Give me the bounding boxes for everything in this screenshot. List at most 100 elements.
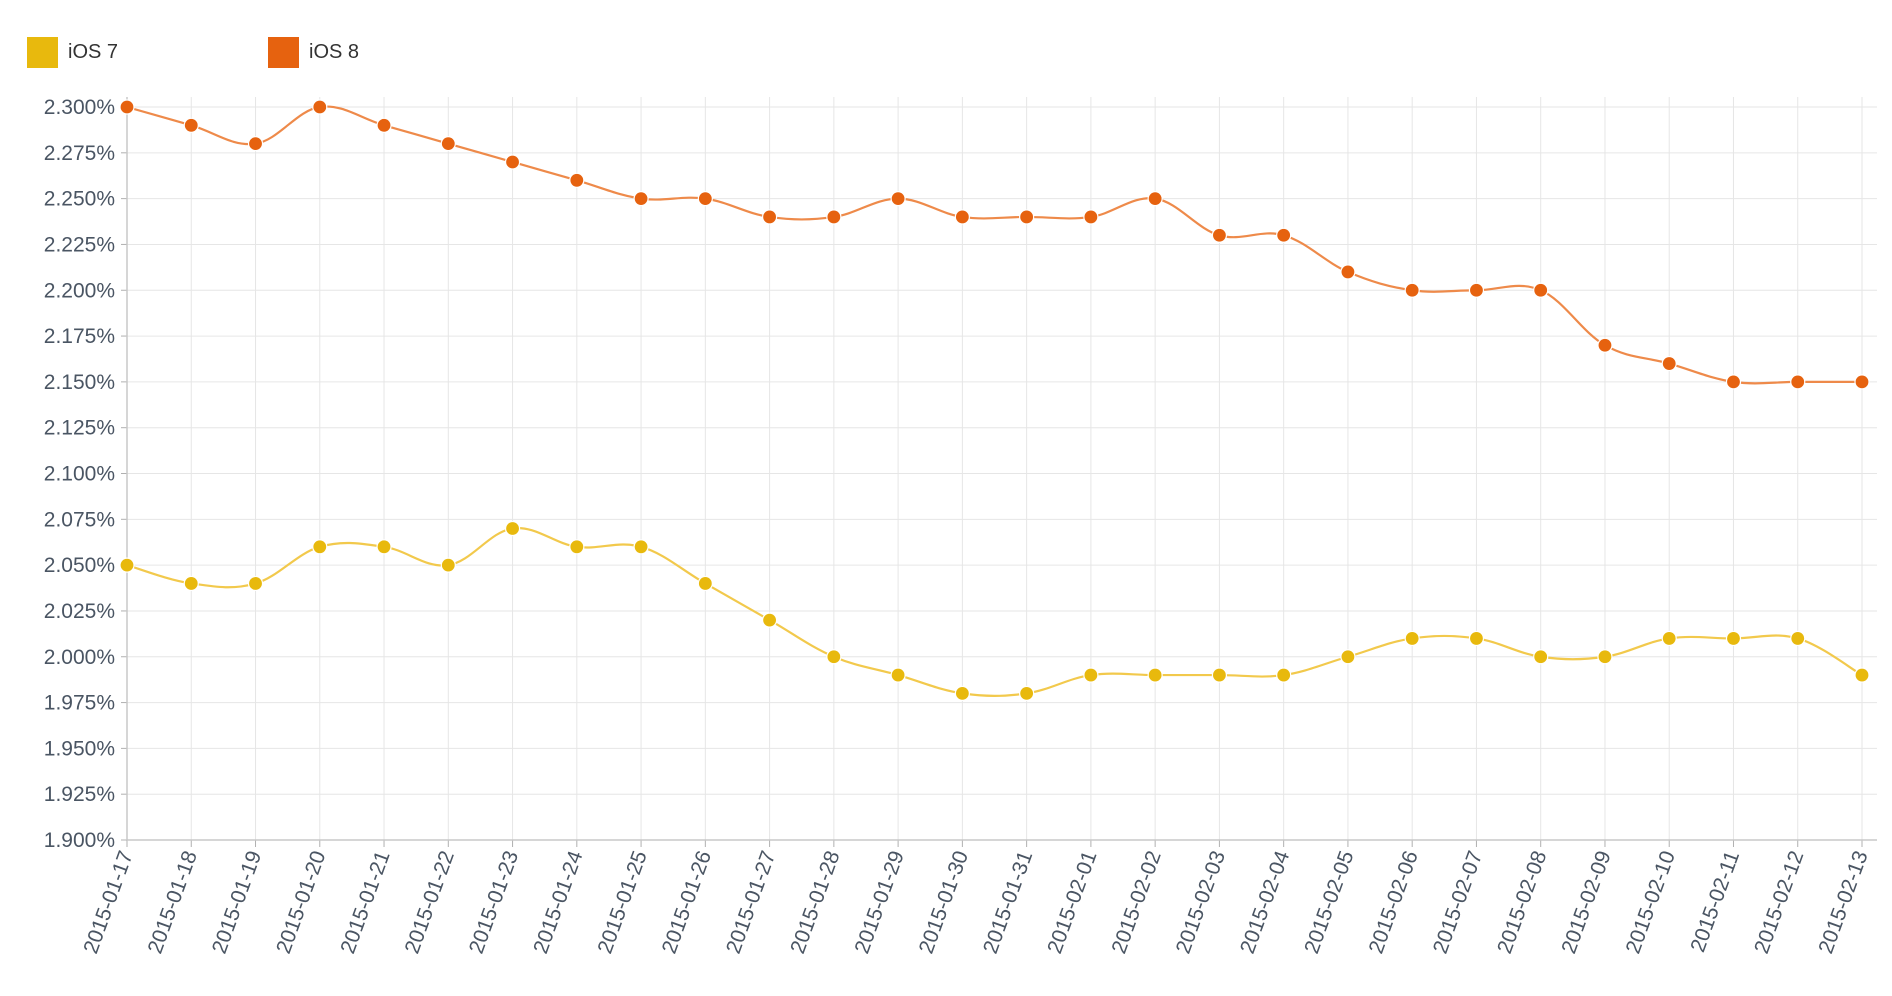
data-point bbox=[1211, 667, 1228, 683]
x-tick-label: 2015-01-23 bbox=[465, 848, 523, 957]
data-point bbox=[1661, 355, 1677, 372]
x-tick-label: 2015-02-11 bbox=[1686, 848, 1744, 955]
y-tick-label: 2.175% bbox=[44, 325, 115, 348]
data-point bbox=[1533, 282, 1549, 298]
x-tick-label: 2015-01-21 bbox=[336, 848, 394, 957]
data-point bbox=[761, 612, 778, 628]
x-tick-label: 2015-01-26 bbox=[658, 848, 716, 957]
x-tick-label: 2015-01-22 bbox=[401, 848, 459, 957]
data-point bbox=[440, 557, 456, 573]
y-tick-label: 1.925% bbox=[44, 783, 115, 806]
x-tick-label: 2015-01-19 bbox=[208, 848, 266, 957]
data-point bbox=[504, 520, 521, 537]
series-line bbox=[126, 105, 1862, 385]
data-point bbox=[440, 136, 456, 152]
chart-legend: iOS 7 iOS 8 bbox=[27, 37, 509, 68]
data-point bbox=[247, 136, 264, 152]
data-point bbox=[1790, 630, 1806, 647]
x-tick-label: 2015-01-17 bbox=[79, 848, 137, 957]
y-tick-label: 2.200% bbox=[44, 279, 115, 302]
data-point bbox=[1854, 667, 1870, 683]
x-tick-label: 2015-02-07 bbox=[1429, 848, 1487, 957]
data-point bbox=[1019, 209, 1035, 225]
x-tick-label: 2015-02-04 bbox=[1236, 848, 1294, 957]
data-point bbox=[1725, 630, 1742, 647]
data-point bbox=[1404, 282, 1420, 298]
legend-item-ios7[interactable]: iOS 7 bbox=[27, 37, 118, 68]
x-tick-label: 2015-01-27 bbox=[722, 848, 780, 957]
x-tick-label: 2015-02-01 bbox=[1043, 848, 1101, 957]
data-point bbox=[697, 575, 713, 592]
y-tick-label: 2.025% bbox=[44, 600, 115, 623]
data-point bbox=[1276, 227, 1292, 243]
x-tick-label: 2015-02-09 bbox=[1557, 848, 1615, 957]
legend-label-ios7: iOS 7 bbox=[68, 41, 119, 63]
x-tick-label: 2015-02-02 bbox=[1107, 848, 1165, 957]
data-point bbox=[1533, 649, 1549, 665]
data-point bbox=[1597, 337, 1613, 353]
y-tick-label: 1.900% bbox=[44, 829, 115, 852]
y-tick-label: 2.150% bbox=[44, 371, 115, 394]
data-point bbox=[569, 539, 585, 555]
data-point bbox=[1340, 264, 1356, 280]
legend-label-ios8: iOS 8 bbox=[309, 41, 360, 63]
data-point bbox=[183, 117, 199, 133]
y-tick-label: 2.225% bbox=[44, 233, 115, 256]
grid-lines bbox=[121, 97, 1877, 847]
y-tick-label: 2.050% bbox=[44, 554, 115, 577]
x-tick-label: 2015-01-29 bbox=[850, 848, 908, 957]
data-point bbox=[1083, 209, 1099, 225]
series-line bbox=[126, 527, 1863, 697]
y-tick-label: 2.250% bbox=[44, 188, 115, 211]
data-point bbox=[1276, 667, 1292, 683]
data-point bbox=[954, 209, 970, 225]
data-point bbox=[183, 575, 199, 592]
x-tick-label: 2015-01-25 bbox=[593, 848, 651, 957]
data-point bbox=[633, 191, 649, 207]
data-point bbox=[890, 667, 906, 683]
x-tick-label: 2015-01-18 bbox=[144, 848, 202, 957]
y-tick-label: 1.975% bbox=[44, 692, 115, 715]
y-tick-label: 2.075% bbox=[44, 508, 115, 531]
data-point bbox=[826, 209, 842, 225]
x-tick-label: 2015-02-10 bbox=[1622, 848, 1680, 957]
x-tick-label: 2015-02-03 bbox=[1172, 848, 1230, 957]
data-point bbox=[826, 649, 842, 665]
data-point bbox=[954, 685, 970, 702]
data-point bbox=[312, 539, 328, 555]
x-tick-label: 2015-01-24 bbox=[529, 848, 587, 957]
data-point bbox=[1725, 374, 1742, 390]
legend-swatch-ios7 bbox=[27, 37, 58, 68]
data-point bbox=[119, 557, 135, 573]
y-tick-label: 2.275% bbox=[44, 142, 115, 165]
y-tick-label: 1.950% bbox=[44, 737, 115, 760]
data-point bbox=[1468, 630, 1485, 647]
y-tick-label: 2.000% bbox=[44, 646, 115, 669]
data-point bbox=[312, 99, 328, 115]
data-point bbox=[376, 539, 392, 555]
x-tick-label: 2015-02-06 bbox=[1365, 848, 1423, 957]
data-point bbox=[1468, 282, 1485, 298]
series-1 bbox=[119, 99, 1870, 390]
data-point bbox=[1019, 685, 1035, 702]
y-tick-label: 2.125% bbox=[44, 417, 115, 440]
data-point bbox=[697, 191, 713, 207]
data-point bbox=[1211, 227, 1228, 243]
legend-swatch-ios8 bbox=[268, 37, 300, 68]
y-tick-label: 2.300% bbox=[44, 96, 115, 119]
x-tick-label: 2015-01-31 bbox=[979, 848, 1037, 957]
x-tick-label: 2015-02-13 bbox=[1814, 848, 1872, 957]
data-point bbox=[119, 99, 135, 115]
data-point bbox=[376, 117, 392, 133]
data-point bbox=[247, 575, 264, 592]
legend-item-ios8[interactable]: iOS 8 bbox=[268, 37, 359, 68]
series-0 bbox=[119, 520, 1870, 702]
data-point bbox=[633, 539, 649, 555]
data-point bbox=[1147, 667, 1163, 683]
data-point bbox=[1854, 374, 1870, 390]
x-tick-label: 2015-01-28 bbox=[786, 848, 844, 957]
x-tick-label: 2015-02-12 bbox=[1750, 848, 1808, 957]
data-point bbox=[569, 172, 585, 188]
data-point bbox=[761, 209, 778, 225]
